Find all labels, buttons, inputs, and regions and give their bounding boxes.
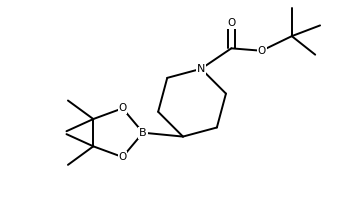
Text: N: N [197,64,205,74]
Text: O: O [118,152,127,162]
Text: O: O [258,46,266,56]
Text: O: O [118,103,127,113]
Text: O: O [227,18,236,28]
Text: B: B [139,128,147,138]
